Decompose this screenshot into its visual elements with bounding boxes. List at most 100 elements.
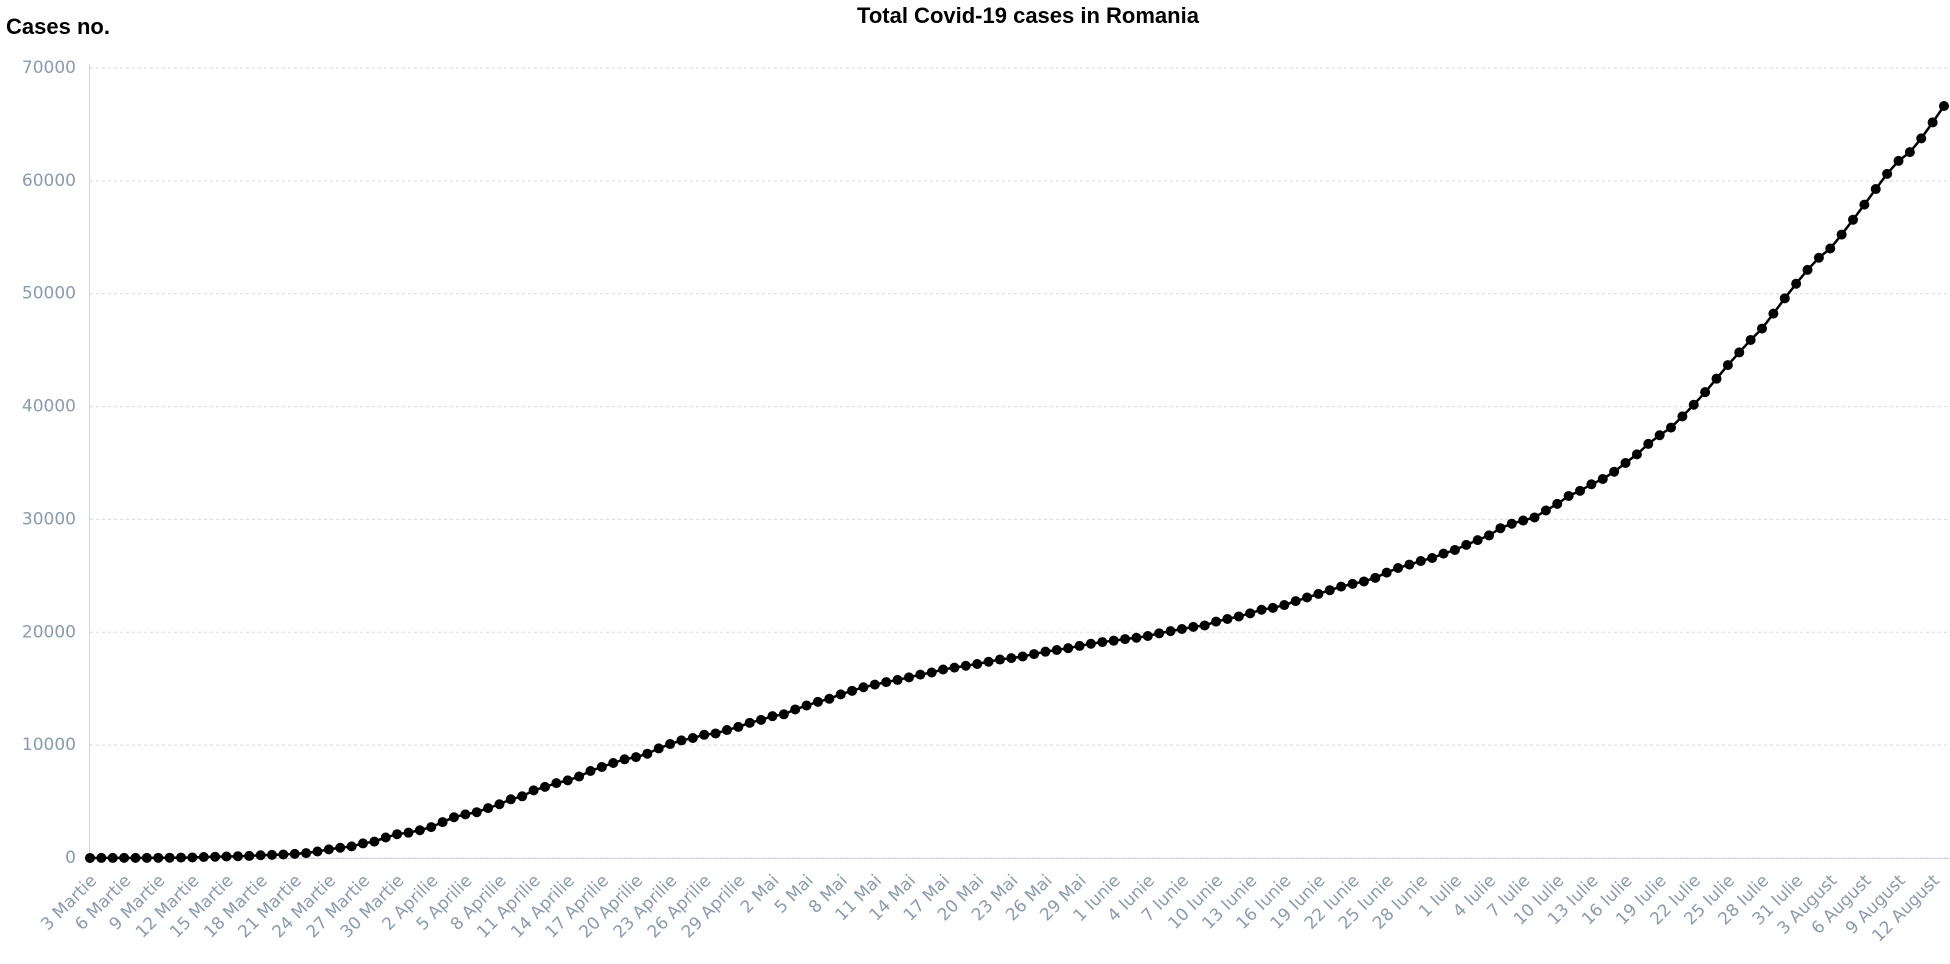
data-point — [335, 842, 346, 853]
data-point — [687, 732, 698, 743]
y-tick-label: 70000 — [22, 58, 76, 78]
data-point — [1370, 572, 1381, 583]
data-point — [1142, 631, 1153, 642]
data-point — [1256, 604, 1267, 615]
data-point — [1779, 293, 1790, 304]
data-point — [1336, 581, 1347, 592]
data-point — [505, 794, 516, 805]
data-point — [721, 725, 732, 736]
data-point — [289, 848, 300, 859]
data-point — [1768, 308, 1779, 319]
data-point — [1438, 548, 1449, 559]
data-point — [699, 729, 710, 740]
data-point — [221, 851, 232, 862]
data-point — [1313, 588, 1324, 599]
data-point — [301, 848, 312, 859]
data-point — [1393, 562, 1404, 573]
y-tick-label: 20000 — [22, 622, 76, 642]
data-point — [414, 825, 425, 836]
data-point — [1791, 278, 1802, 289]
data-point — [107, 852, 118, 863]
data-point — [1302, 592, 1313, 603]
data-point — [756, 714, 767, 725]
data-point — [1211, 616, 1222, 627]
data-point — [266, 849, 277, 860]
data-point — [1154, 628, 1165, 639]
data-point — [1245, 608, 1256, 619]
data-point — [653, 743, 664, 754]
data-point — [1120, 634, 1131, 645]
data-point — [562, 775, 573, 786]
data-point — [141, 852, 152, 863]
data-point — [210, 851, 221, 862]
data-point — [1472, 535, 1483, 546]
data-point — [1199, 620, 1210, 631]
y-tick-label: 60000 — [22, 171, 76, 191]
data-point — [1176, 624, 1187, 635]
data-point — [915, 669, 926, 680]
data-point — [1165, 626, 1176, 637]
data-point — [539, 781, 550, 792]
data-point — [1051, 645, 1062, 656]
data-point — [1688, 399, 1699, 410]
data-point — [1870, 184, 1881, 195]
data-point — [471, 807, 482, 818]
data-point — [346, 841, 357, 852]
data-point — [1836, 229, 1847, 240]
data-point — [1484, 530, 1495, 541]
data-point — [1529, 512, 1540, 523]
data-point — [460, 809, 471, 820]
data-point — [1609, 466, 1620, 477]
data-point — [824, 693, 835, 704]
data-point — [187, 852, 198, 863]
data-point — [1575, 485, 1586, 496]
y-tick-label: 0 — [65, 848, 76, 868]
data-point — [778, 709, 789, 720]
data-point — [1358, 576, 1369, 587]
data-point — [710, 728, 721, 739]
data-point — [1324, 585, 1335, 596]
data-point — [403, 827, 414, 838]
data-point — [85, 852, 95, 863]
data-point — [1677, 411, 1688, 422]
data-point — [278, 849, 289, 860]
data-point — [1131, 632, 1142, 643]
data-point — [323, 844, 334, 855]
data-point — [380, 832, 391, 843]
data-point — [1415, 556, 1426, 567]
data-point — [1017, 651, 1028, 662]
data-point — [1188, 621, 1199, 632]
data-point — [1882, 168, 1893, 179]
data-point — [676, 735, 687, 746]
data-point — [1666, 422, 1677, 433]
data-point — [733, 721, 744, 732]
data-point — [1802, 264, 1813, 275]
data-point — [983, 656, 994, 667]
data-point — [1757, 323, 1768, 334]
data-point — [1848, 214, 1859, 225]
data-point — [790, 704, 801, 715]
data-point — [1074, 640, 1085, 651]
data-point — [551, 778, 562, 789]
data-point — [153, 852, 164, 863]
data-point — [960, 660, 971, 671]
data-point — [198, 851, 209, 862]
chart-title: Total Covid-19 cases in Romania — [857, 3, 1200, 28]
y-tick-label: 40000 — [22, 397, 76, 417]
data-point — [1643, 438, 1654, 449]
data-point — [1040, 646, 1051, 657]
data-point — [1381, 567, 1392, 578]
data-point — [1427, 553, 1438, 564]
x-tick-label: 5 Mai — [771, 871, 818, 918]
data-point — [426, 822, 437, 833]
data-point — [483, 803, 494, 814]
data-point — [903, 672, 914, 683]
data-point — [869, 679, 880, 690]
data-point — [1586, 479, 1597, 490]
data-point — [1734, 347, 1745, 358]
data-point — [949, 662, 960, 673]
data-point — [881, 677, 892, 688]
data-point — [1620, 457, 1631, 468]
y-axis-label: Cases no. — [6, 14, 110, 39]
data-point — [312, 846, 323, 857]
